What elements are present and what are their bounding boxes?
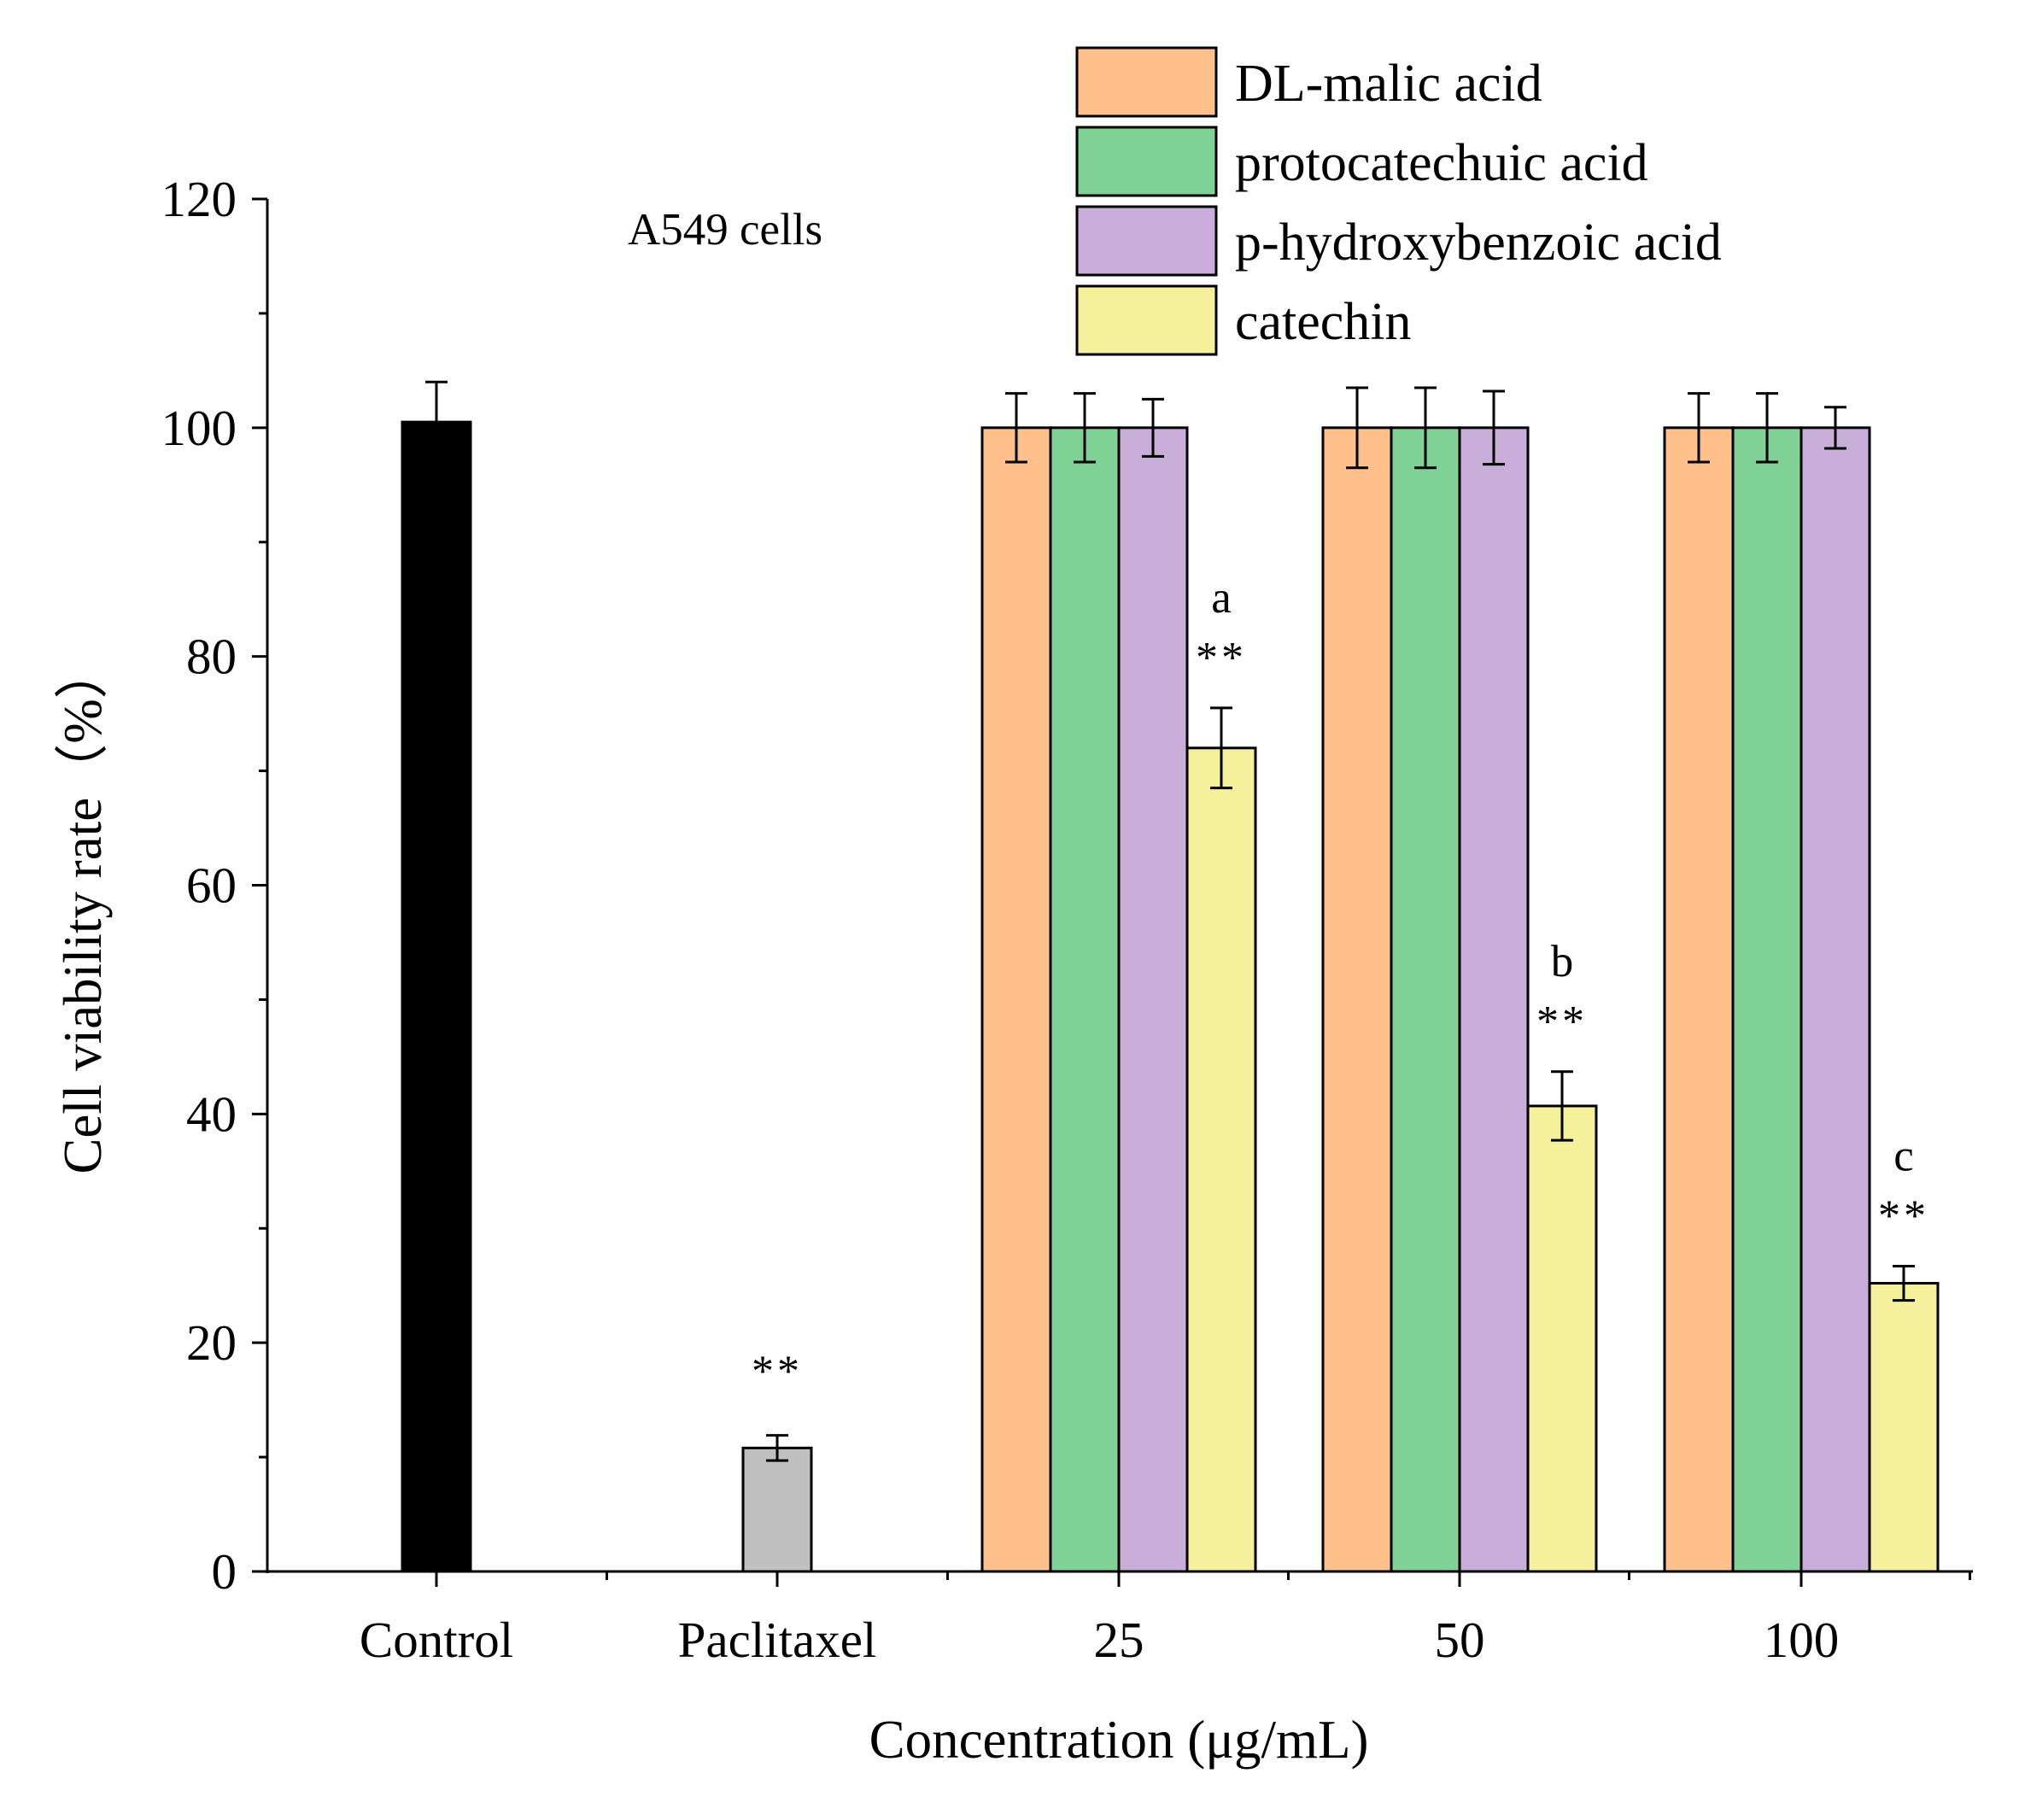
legend-swatch — [1075, 46, 1218, 118]
bar-p-hydroxybenzoic-acid — [1800, 426, 1871, 1573]
y-tick-label: 40 — [186, 1086, 237, 1142]
significance-label: ** — [1196, 634, 1247, 682]
significance-label: ** — [1536, 998, 1588, 1046]
bar-catechin — [1868, 1282, 1940, 1573]
legend-label: catechin — [1235, 293, 1412, 351]
legend-label: protocatechuic acid — [1235, 134, 1648, 192]
x-tick-label: 50 — [1435, 1612, 1485, 1668]
bar-p-hydroxybenzoic-acid — [1458, 426, 1530, 1573]
y-tick-label: 20 — [186, 1314, 237, 1371]
y-axis-title: Cell viability rate（%） — [53, 645, 113, 1173]
bar-catechin — [1185, 746, 1257, 1573]
significance-label: ** — [1878, 1191, 1929, 1240]
x-tick-label: 100 — [1764, 1612, 1840, 1668]
group-letter-label: a — [1211, 573, 1232, 623]
x-tick-label: 25 — [1094, 1612, 1144, 1668]
group-letter-label: b — [1551, 937, 1574, 986]
group-letter-label: c — [1893, 1131, 1914, 1180]
legend-label: DL-malic acid — [1235, 55, 1542, 113]
y-tick-label: 100 — [161, 400, 237, 456]
bar-catechin — [1526, 1104, 1598, 1573]
y-tick-label: 60 — [186, 857, 237, 914]
x-tick-label: Paclitaxel — [678, 1612, 877, 1668]
bar-protocatechuic-acid — [1390, 426, 1461, 1573]
legend-swatch — [1075, 126, 1218, 197]
bar-dl-malic-acid — [1321, 426, 1393, 1573]
legend: DL-malic acid protocatechuic acid p-hydrox… — [1075, 46, 1722, 356]
bar-paclitaxel — [741, 1446, 813, 1573]
legend-swatch — [1075, 284, 1218, 356]
y-tick-label: 0 — [212, 1543, 237, 1600]
chart-title: A549 cells — [628, 205, 822, 255]
bar-protocatechuic-acid — [1731, 426, 1803, 1573]
x-tick-label: Control — [360, 1612, 513, 1668]
x-axis-title: Concentration (μg/mL) — [869, 1710, 1369, 1770]
y-tick-label: 80 — [186, 629, 237, 685]
bar-p-hydroxybenzoic-acid — [1117, 426, 1189, 1573]
legend-label: p-hydroxybenzoic acid — [1235, 214, 1722, 272]
y-tick-label: 120 — [161, 171, 237, 227]
legend-swatch — [1075, 205, 1218, 277]
plot-area: ** ** a ** b ** c 0 20 40 60 80 100 120 Control Paclita… — [161, 171, 1973, 1668]
bar-dl-malic-acid — [1663, 426, 1735, 1573]
bar-control — [401, 420, 472, 1573]
bar-dl-malic-acid — [980, 426, 1052, 1573]
bar-protocatechuic-acid — [1049, 426, 1121, 1573]
significance-label: ** — [752, 1348, 803, 1396]
